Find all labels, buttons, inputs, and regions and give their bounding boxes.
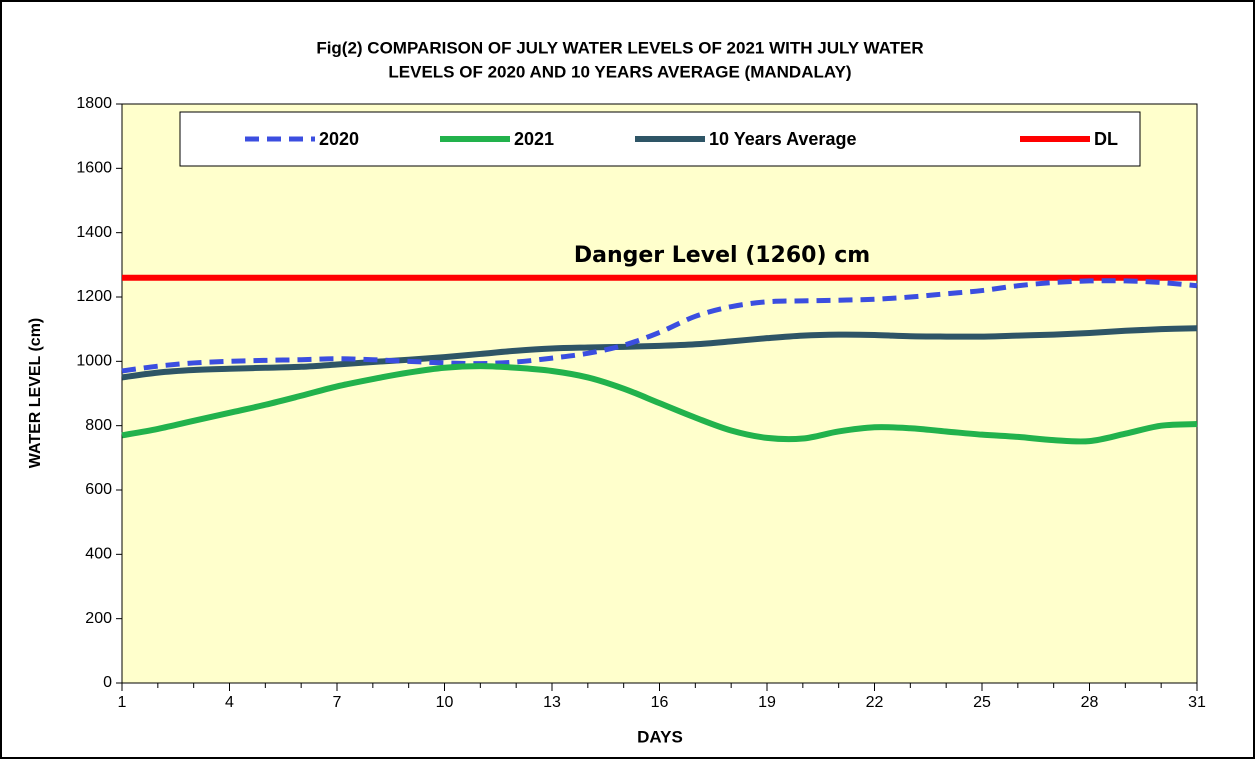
legend-label: DL [1094,129,1118,149]
legend-label: 10 Years Average [709,129,856,149]
y-tick-label: 600 [85,481,112,498]
annotation: Danger Level (1260) cm [574,243,870,268]
x-tick-label: 31 [1188,694,1206,711]
x-tick-label: 1 [118,694,127,711]
x-tick-label: 25 [973,694,991,711]
legend-label: 2020 [319,129,359,149]
chart-title: Fig(2) COMPARISON OF JULY WATER LEVELS O… [316,38,923,57]
chart-title: LEVELS OF 2020 AND 10 YEARS AVERAGE (MAN… [388,62,851,81]
x-tick-label: 4 [225,694,234,711]
series-line [121,325,1198,381]
legend-label: 2021 [514,129,554,149]
y-tick-label: 0 [103,674,112,691]
y-tick-label: 1000 [76,353,112,370]
x-tick-label: 22 [866,694,884,711]
y-tick-label: 1200 [76,288,112,305]
series-line [121,363,1198,445]
y-tick-label: 400 [85,546,112,563]
x-tick-label: 16 [651,694,669,711]
y-axis-label: WATER LEVEL (cm) [27,318,44,469]
y-tick-label: 1600 [76,160,112,177]
x-tick-label: 28 [1081,694,1099,711]
plot-area [121,103,1198,684]
x-tick-label: 10 [436,694,454,711]
x-tick-label: 19 [758,694,776,711]
y-tick-label: 1800 [76,95,112,112]
x-axis-label: DAYS [637,727,683,746]
x-tick-label: 13 [543,694,561,711]
y-tick-label: 1400 [76,224,112,241]
y-tick-label: 200 [85,610,112,627]
y-tick-label: 800 [85,417,112,434]
series-line [121,278,1198,374]
x-tick-label: 7 [333,694,342,711]
